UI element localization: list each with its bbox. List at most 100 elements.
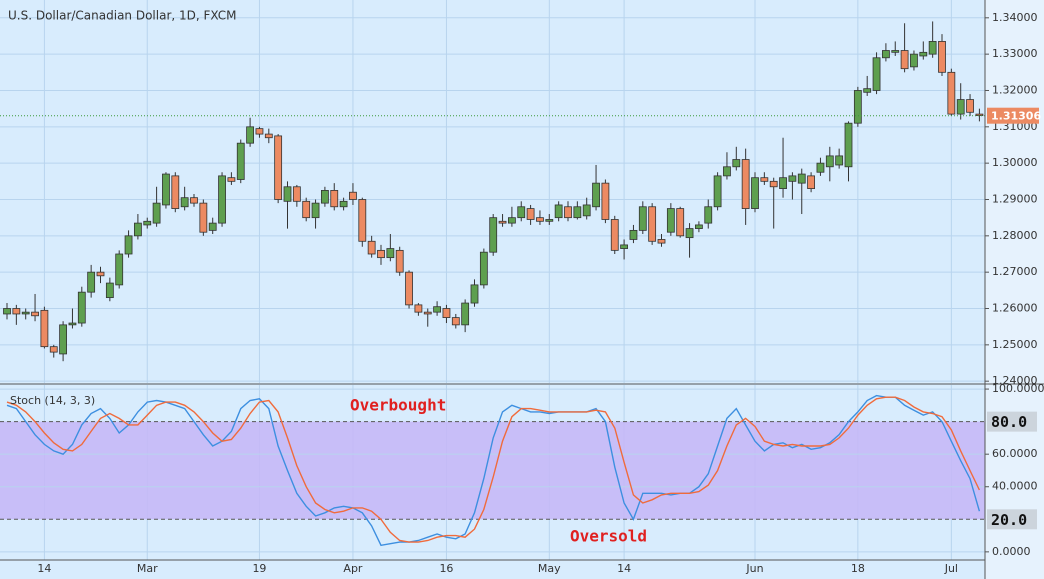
candle-body: [395, 249, 404, 273]
last-price-box: [987, 107, 1039, 124]
candle-body: [302, 200, 311, 219]
candle-body: [517, 206, 526, 219]
candle-body: [704, 206, 713, 224]
candle-body: [872, 57, 881, 91]
candle-body: [479, 251, 488, 286]
candle-body: [620, 244, 628, 249]
annotation: Overbought: [350, 396, 446, 415]
candle-body: [77, 291, 86, 324]
candle-body: [199, 202, 208, 233]
candle-body: [853, 90, 862, 124]
x-tick-label: May: [538, 562, 561, 575]
candle-body: [975, 113, 984, 116]
candle-body: [526, 208, 535, 220]
y-tick-label: 1.27000: [992, 265, 1038, 278]
candle-body: [311, 202, 320, 219]
annotation: Oversold: [570, 527, 647, 546]
candle-body: [779, 177, 787, 189]
band-label-box: [987, 509, 1037, 530]
x-tick-label: 14: [617, 562, 631, 575]
candle-body: [49, 346, 58, 353]
candle-body: [162, 173, 170, 206]
candle-body: [928, 41, 937, 55]
candle-body: [3, 308, 11, 315]
candle-body: [769, 180, 778, 188]
candle-body: [377, 249, 385, 259]
candle-body: [255, 128, 264, 135]
candle-body: [68, 322, 77, 326]
candle-body: [21, 311, 30, 315]
candle-body: [797, 173, 806, 184]
candle-body: [910, 53, 918, 68]
candle-body: [133, 222, 142, 237]
candle-body: [40, 309, 49, 348]
candle-body: [470, 284, 479, 304]
y-tick-label: 1.30000: [992, 156, 1038, 169]
candle-body: [96, 271, 105, 277]
y-tick-label: 1.25000: [992, 338, 1038, 351]
candle-body: [638, 206, 647, 231]
y-tick-label: 1.28000: [992, 229, 1038, 242]
candle-body: [732, 159, 741, 168]
candle-body: [788, 175, 797, 182]
candle-body: [349, 191, 357, 200]
candle-body: [610, 219, 619, 251]
candle-body: [900, 50, 909, 70]
candle-body: [835, 155, 844, 166]
candle-body: [208, 222, 217, 231]
candle-body: [330, 190, 339, 208]
candle-body: [115, 253, 124, 286]
candle-body: [966, 99, 974, 113]
candle-body: [676, 208, 685, 237]
candle-body: [816, 162, 825, 173]
candle-body: [723, 166, 731, 177]
candle-body: [956, 99, 965, 115]
y-tick-label: 40.0000: [992, 480, 1038, 493]
candle-body: [536, 217, 544, 222]
candle-body: [564, 206, 572, 219]
candle-body: [358, 199, 367, 242]
candle-body: [545, 219, 554, 222]
candle-body: [629, 229, 638, 240]
candle-body: [451, 317, 460, 326]
candle-body: [582, 204, 591, 217]
price-axis-bg: [985, 0, 1044, 579]
y-tick-label: 0.0000: [992, 545, 1031, 558]
y-tick-label: 1.29000: [992, 192, 1038, 205]
band-label: 20.0: [991, 511, 1027, 529]
candle-body: [152, 202, 161, 224]
candle-body: [218, 175, 226, 224]
candle-body: [12, 308, 21, 315]
x-tick-label: 14: [37, 562, 51, 575]
candle-body: [489, 217, 498, 253]
candle-body: [938, 41, 946, 73]
candle-body: [498, 220, 507, 224]
candle-body: [433, 306, 442, 313]
y-tick-label: 100.0000: [992, 382, 1044, 395]
indicator-label: Stoch (14, 3, 3): [10, 394, 95, 407]
candle-body: [882, 50, 890, 59]
candle-body: [844, 122, 853, 168]
x-tick-label: 16: [439, 562, 453, 575]
candle-body: [461, 302, 470, 326]
candle-body: [825, 155, 834, 168]
candle-body: [442, 308, 451, 318]
y-tick-label: 60.0000: [992, 447, 1038, 460]
candle-body: [292, 186, 301, 202]
stoch-line: [6, 396, 981, 543]
x-tick-label: Jul: [944, 562, 958, 575]
x-tick-label: 18: [851, 562, 865, 575]
candle-body: [807, 175, 815, 189]
candle-body: [236, 142, 245, 180]
candle-body: [339, 200, 348, 208]
candle-body: [87, 271, 96, 293]
candle-body: [947, 71, 956, 115]
candle-body: [227, 177, 236, 182]
candle-body: [601, 182, 610, 220]
candle-body: [143, 220, 152, 226]
x-tick-label: 19: [252, 562, 266, 575]
candle-body: [405, 271, 413, 306]
candle-body: [741, 159, 750, 209]
x-tick-label: Apr: [343, 562, 363, 575]
candle-body: [283, 186, 292, 202]
